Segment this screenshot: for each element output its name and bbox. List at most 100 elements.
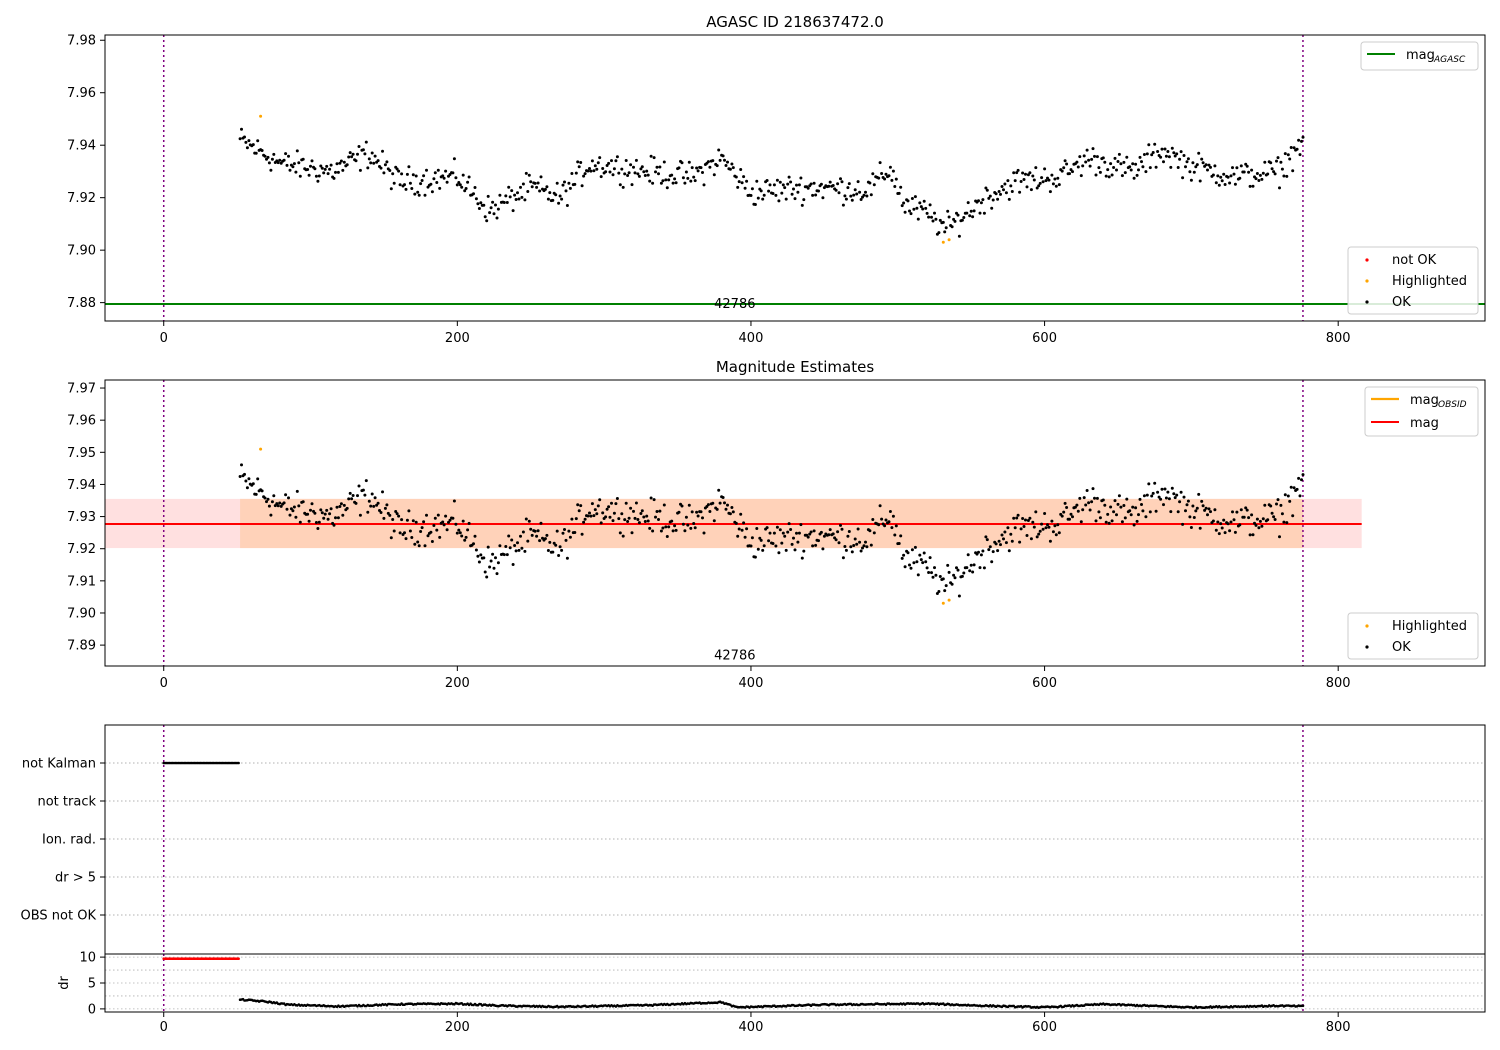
ok-point [1038, 529, 1042, 533]
ok-point [985, 188, 989, 192]
ok-point [1024, 518, 1027, 522]
ok-point [577, 509, 581, 513]
ok-point [921, 207, 925, 211]
ok-point [799, 176, 803, 180]
y-tick-label: 7.92 [67, 191, 96, 206]
ok-point [853, 537, 857, 541]
ok-point [1082, 154, 1086, 158]
ok-point [1022, 178, 1026, 181]
ok-point [849, 545, 853, 549]
ok-point [1195, 506, 1199, 510]
ok-point [463, 189, 467, 193]
ok-point [1226, 175, 1230, 179]
ok-point [667, 178, 671, 182]
ok-point [373, 154, 377, 158]
x-tick-label: 200 [445, 676, 470, 691]
ok-point [379, 511, 383, 514]
ok-point [1000, 185, 1004, 188]
ok-point [836, 530, 840, 534]
obsid-annotation: 42786 [714, 649, 755, 664]
ok-point [383, 163, 387, 167]
ok-point [573, 531, 577, 534]
ok-point [921, 561, 925, 565]
ok-point [1095, 155, 1099, 159]
ok-point [836, 182, 840, 186]
ok-point [1110, 519, 1114, 523]
ok-point [872, 183, 876, 187]
ok-point [756, 196, 760, 200]
ok-point [604, 170, 608, 174]
ok-point [256, 477, 260, 481]
ok-point [956, 213, 960, 217]
ok-point [1079, 520, 1083, 524]
legend-mag-obsid-subscript: OBSID [1438, 400, 1467, 410]
ok-point [1071, 170, 1074, 174]
ok-point [946, 209, 950, 213]
ok-point [837, 541, 841, 545]
ok-point [913, 195, 917, 199]
ok-point [1006, 179, 1010, 183]
ok-point [953, 576, 957, 580]
ok-point [1084, 160, 1088, 164]
ok-point [1170, 486, 1174, 490]
ok-point [265, 500, 268, 504]
ok-point [247, 139, 251, 143]
ok-point [455, 531, 459, 535]
ok-point [925, 211, 929, 215]
ok-point [388, 169, 392, 172]
ok-point [1125, 155, 1129, 159]
ok-point [742, 175, 746, 179]
ok-point [728, 167, 732, 171]
ok-point [1204, 506, 1208, 510]
ok-point [366, 166, 370, 170]
ok-point [381, 149, 384, 153]
ok-point [844, 548, 848, 552]
ok-point [548, 191, 552, 195]
ok-point [745, 527, 749, 531]
ok-point [558, 545, 562, 549]
ok-point [960, 218, 964, 222]
ok-point [1053, 177, 1057, 181]
ok-point [382, 516, 386, 520]
ok-point [1270, 511, 1274, 515]
ok-point [295, 489, 299, 493]
ok-point [1181, 176, 1185, 180]
ok-point [514, 549, 518, 553]
ok-point [796, 540, 800, 544]
ok-point [1138, 497, 1142, 501]
ok-point [743, 535, 747, 539]
ok-point [792, 187, 795, 191]
ok-point [473, 186, 477, 189]
ok-point [1217, 183, 1221, 187]
ok-point [400, 518, 404, 522]
y-tick-label: 7.94 [67, 139, 96, 154]
ok-point [1013, 179, 1017, 183]
x-tick-label: 600 [1032, 331, 1057, 346]
ok-point [701, 516, 704, 520]
ok-point [1278, 186, 1281, 190]
ok-point [996, 197, 1000, 201]
ok-point [831, 532, 835, 536]
ok-point [561, 183, 565, 187]
ok-point [1007, 549, 1011, 553]
ok-point [1101, 156, 1105, 160]
ok-point [535, 185, 539, 189]
ok-point [320, 511, 324, 515]
ok-point [987, 196, 991, 200]
ok-point [411, 173, 415, 177]
ok-point [328, 512, 332, 516]
ok-point [441, 520, 445, 524]
ok-point [364, 479, 368, 483]
ok-point [410, 187, 414, 190]
ok-point [997, 190, 1001, 193]
ok-point [783, 186, 787, 190]
ok-point [460, 185, 464, 189]
ok-point [379, 166, 383, 170]
x-tick-label: 0 [160, 676, 168, 691]
ok-point [438, 186, 442, 190]
ok-point [611, 519, 615, 523]
panel-2-legend-top: mag OBSID mag [1364, 386, 1479, 437]
ok-point [822, 534, 826, 538]
ok-point [354, 159, 358, 163]
y-tick-label: 7.96 [67, 414, 96, 429]
